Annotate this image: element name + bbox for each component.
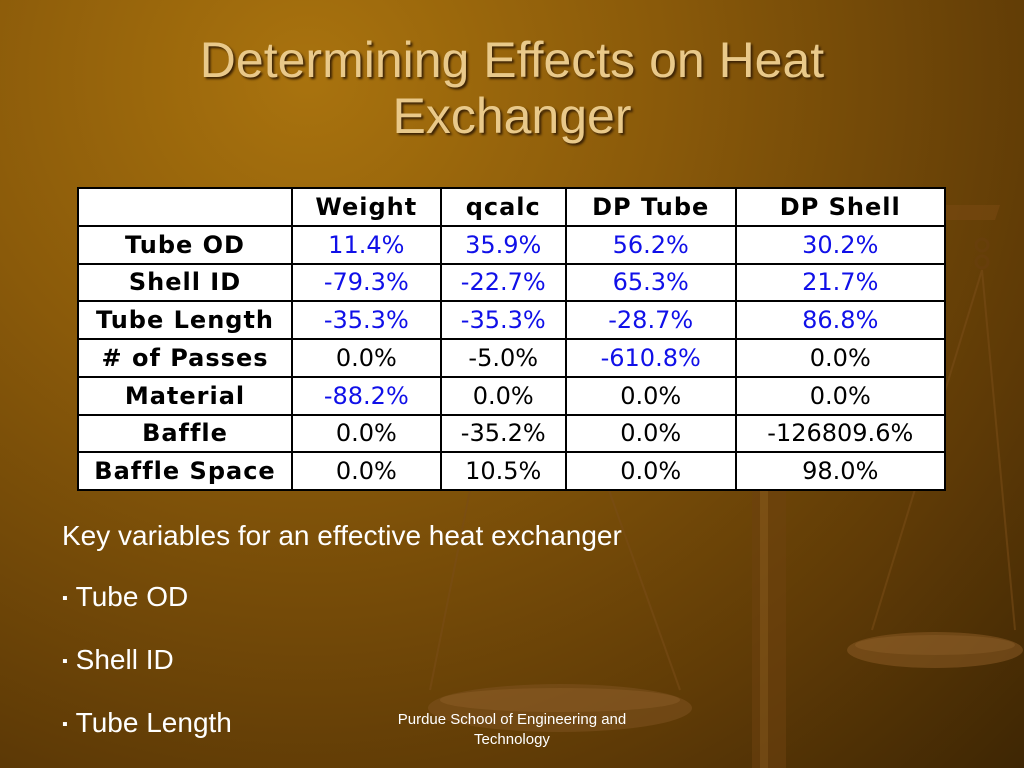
row-label: Material <box>77 375 293 416</box>
table-cell: 0.0% <box>734 375 947 416</box>
table-cell: 98.0% <box>734 451 947 491</box>
table-cell: -35.2% <box>439 413 567 454</box>
table-row: Material -88.2% 0.0% 0.0% 0.0% <box>77 375 947 416</box>
table-cell: -126809.6% <box>734 413 947 454</box>
table-cell: 0.0% <box>291 451 442 491</box>
footer-line-2: Technology <box>474 731 550 748</box>
slide-footer: Purdue School of Engineering and Technol… <box>372 710 652 750</box>
table-cell: 0.0% <box>291 413 442 454</box>
table-cell: -610.8% <box>564 338 737 378</box>
slide-title: Determining Effects on Heat Exchanger <box>0 32 1024 144</box>
table-cell: 0.0% <box>734 338 947 378</box>
table-header-row: Weight qcalc DP Tube DP Shell <box>77 187 947 227</box>
row-label: Baffle <box>77 413 293 454</box>
table-cell: -35.3% <box>291 300 442 340</box>
table-header-dp-shell: DP Shell <box>734 187 947 227</box>
list-item: ▪ Tube OD <box>62 566 622 629</box>
table-cell: -88.2% <box>291 375 442 416</box>
table-header-corner <box>77 187 293 227</box>
list-item-label: Tube Length <box>75 707 232 739</box>
table-cell: 30.2% <box>734 224 947 265</box>
list-item: ▪ Tube Length <box>62 692 622 755</box>
table-header-dp-tube: DP Tube <box>564 187 737 227</box>
footer-line-1: Purdue School of Engineering and <box>397 711 627 728</box>
table-cell: 11.4% <box>291 224 442 265</box>
table-row: Tube Length -35.3% -35.3% -28.7% 86.8% <box>77 300 947 340</box>
row-label: Tube Length <box>77 300 293 340</box>
table-row: # of Passes 0.0% -5.0% -610.8% 0.0% <box>77 338 947 378</box>
row-label: Tube OD <box>77 224 293 265</box>
table-cell: 0.0% <box>291 338 442 378</box>
table-cell: 0.0% <box>439 375 567 416</box>
bullet-icon: ▪ <box>62 590 68 608</box>
table-cell: -28.7% <box>564 300 737 340</box>
key-variables-list: Key variables for an effective heat exch… <box>62 505 622 755</box>
table-row: Shell ID -79.3% -22.7% 65.3% 21.7% <box>77 262 947 303</box>
list-item-label: Shell ID <box>75 644 174 676</box>
table-cell: -79.3% <box>291 262 442 303</box>
table-cell: -35.3% <box>439 300 567 340</box>
list-item: ▪ Shell ID <box>62 629 622 692</box>
table-cell: 0.0% <box>564 413 737 454</box>
bullet-icon: ▪ <box>62 653 68 671</box>
table-header-weight: Weight <box>291 187 442 227</box>
row-label: Baffle Space <box>77 451 293 491</box>
table-cell: 86.8% <box>734 300 947 340</box>
table-cell: 0.0% <box>564 451 737 491</box>
table-row: Baffle 0.0% -35.2% 0.0% -126809.6% <box>77 413 947 454</box>
table-row: Tube OD 11.4% 35.9% 56.2% 30.2% <box>77 224 947 265</box>
title-line-1: Determining Effects on Heat <box>199 32 825 88</box>
table-header-qcalc: qcalc <box>439 187 567 227</box>
table-cell: 35.9% <box>439 224 567 265</box>
effects-table: Weight qcalc DP Tube DP Shell Tube OD 11… <box>77 187 947 491</box>
table-row: Baffle Space 0.0% 10.5% 0.0% 98.0% <box>77 451 947 491</box>
row-label: Shell ID <box>77 262 293 303</box>
key-variables-heading: Key variables for an effective heat exch… <box>62 520 622 551</box>
table-cell: 21.7% <box>734 262 947 303</box>
table-cell: -5.0% <box>439 338 567 378</box>
table-cell: 0.0% <box>564 375 737 416</box>
table-cell: -22.7% <box>439 262 567 303</box>
table-cell: 56.2% <box>564 224 737 265</box>
table-cell: 10.5% <box>439 451 567 491</box>
bullet-icon: ▪ <box>62 716 68 734</box>
table-cell: 65.3% <box>564 262 737 303</box>
title-line-2: Exchanger <box>392 88 632 144</box>
list-item-label: Tube OD <box>75 581 189 612</box>
row-label: # of Passes <box>77 338 293 378</box>
